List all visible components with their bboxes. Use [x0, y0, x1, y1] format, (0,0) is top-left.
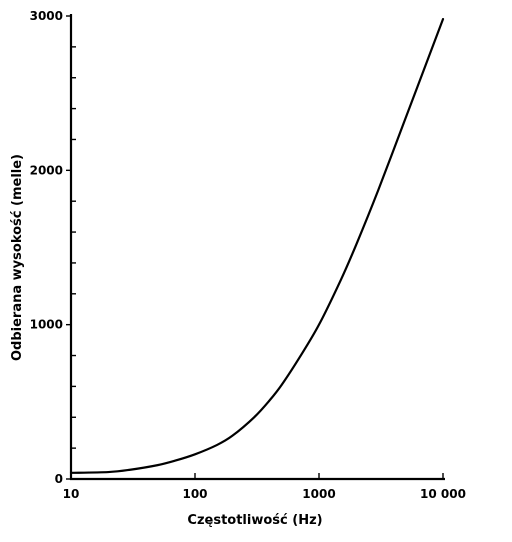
pitch-curve-line: [69, 17, 445, 474]
x-ticks: 10 100 1000 10 000: [63, 473, 466, 501]
y-tick-label: 1000: [30, 318, 63, 332]
y-major-ticks: 0 1000 2000 3000: [30, 9, 72, 486]
x-axis-title: Częstotliwość (Hz): [187, 513, 322, 528]
x-tick-label: 1000: [302, 487, 335, 501]
y-tick-label: 0: [55, 472, 63, 486]
x-tick-label: 10: [63, 487, 80, 501]
y-tick-label: 3000: [30, 9, 63, 23]
x-tick-label: 100: [182, 487, 207, 501]
x-tick-label: 10 000: [420, 487, 466, 501]
y-axis-title: Odbierana wysokość (melle): [10, 154, 25, 361]
y-tick-label: 2000: [30, 163, 63, 177]
